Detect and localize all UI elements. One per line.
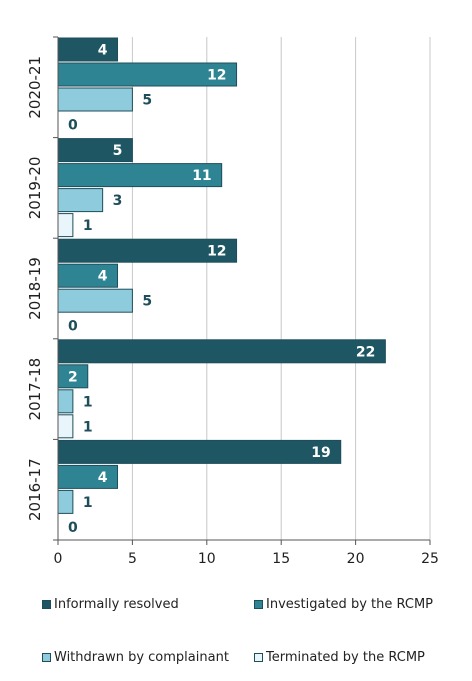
data-label-2016-17-informally-resolved: 19 — [311, 445, 330, 461]
data-label-2019-20-informally-resolved: 5 — [113, 143, 123, 159]
x-tick-label: 10 — [198, 551, 216, 567]
bar-2016-17-withdrawn-by-complainant — [57, 489, 74, 514]
data-label-2020-21-terminated-by-the-rcmp: 0 — [68, 118, 78, 134]
data-label-2017-18-informally-resolved: 22 — [356, 344, 375, 360]
data-label-2017-18-terminated-by-the-rcmp: 1 — [83, 419, 93, 435]
x-tick-label: 0 — [54, 551, 63, 567]
legend-swatch-informally-resolved — [42, 600, 51, 609]
category-label-2020-21: 2020-21 — [26, 56, 44, 119]
x-tick-label: 25 — [421, 551, 439, 567]
data-label-2020-21-withdrawn-by-complainant: 5 — [142, 93, 152, 109]
x-tick-label: 20 — [347, 551, 365, 567]
bar-2018-19-withdrawn-by-complainant — [57, 288, 133, 313]
bar-2018-19-investigated-by-the-rcmp — [57, 263, 119, 288]
bar-2019-20-terminated-by-the-rcmp — [57, 213, 74, 238]
legend-label-investigated-by-rcmp: Investigated by the RCMP — [266, 597, 434, 612]
data-label-2020-21-informally-resolved: 4 — [98, 43, 108, 59]
legend-swatch-withdrawn-by-complainant — [42, 653, 51, 662]
legend-label-terminated-by-rcmp: Terminated by the RCMP — [266, 650, 425, 665]
bar-2016-17-investigated-by-the-rcmp — [57, 464, 119, 489]
data-label-2018-19-informally-resolved: 12 — [207, 244, 226, 260]
legend-label-withdrawn-by-complainant: Withdrawn by complainant — [54, 650, 229, 665]
data-label-2019-20-terminated-by-the-rcmp: 1 — [83, 218, 93, 234]
data-label-2018-19-withdrawn-by-complainant: 5 — [142, 294, 152, 310]
legend-swatch-terminated-by-rcmp — [254, 653, 263, 662]
data-label-2017-18-withdrawn-by-complainant: 1 — [83, 394, 93, 410]
data-label-2016-17-investigated-by-the-rcmp: 4 — [98, 470, 108, 486]
bar-2017-18-terminated-by-the-rcmp — [57, 414, 74, 439]
legend-swatch-investigated-by-rcmp — [254, 600, 263, 609]
bar-2020-21-withdrawn-by-complainant — [57, 87, 133, 112]
data-label-2016-17-terminated-by-the-rcmp: 0 — [68, 520, 78, 536]
category-label-2016-17: 2016-17 — [26, 458, 44, 521]
data-label-2019-20-withdrawn-by-complainant: 3 — [113, 193, 123, 209]
bar-2016-17-informally-resolved — [57, 439, 342, 464]
data-label-2018-19-terminated-by-the-rcmp: 0 — [68, 319, 78, 335]
data-label-2019-20-investigated-by-the-rcmp: 11 — [192, 168, 211, 184]
x-tick-label: 15 — [272, 551, 290, 567]
bar-2017-18-withdrawn-by-complainant — [57, 389, 74, 414]
legend-item-withdrawn-by-complainant: Withdrawn by complainant — [42, 650, 229, 665]
data-label-2016-17-withdrawn-by-complainant: 1 — [83, 495, 93, 511]
x-tick-label: 5 — [128, 551, 137, 567]
legend-item-informally-resolved: Informally resolved — [42, 597, 179, 612]
bar-2017-18-informally-resolved — [57, 339, 386, 364]
data-label-2018-19-investigated-by-the-rcmp: 4 — [98, 269, 108, 285]
bar-2020-21-informally-resolved — [57, 37, 119, 62]
legend-label-informally-resolved: Informally resolved — [54, 597, 179, 612]
legend-item-investigated-by-rcmp: Investigated by the RCMP — [254, 597, 433, 612]
data-label-2017-18-investigated-by-the-rcmp: 2 — [68, 369, 78, 385]
bar-2019-20-withdrawn-by-complainant — [57, 188, 104, 213]
legend-item-terminated-by-rcmp: Terminated by the RCMP — [254, 650, 425, 665]
category-label-2019-20: 2019-20 — [26, 157, 44, 220]
data-label-2020-21-investigated-by-the-rcmp: 12 — [207, 68, 226, 84]
category-label-2018-19: 2018-19 — [26, 257, 44, 320]
category-label-2017-18: 2017-18 — [26, 358, 44, 421]
